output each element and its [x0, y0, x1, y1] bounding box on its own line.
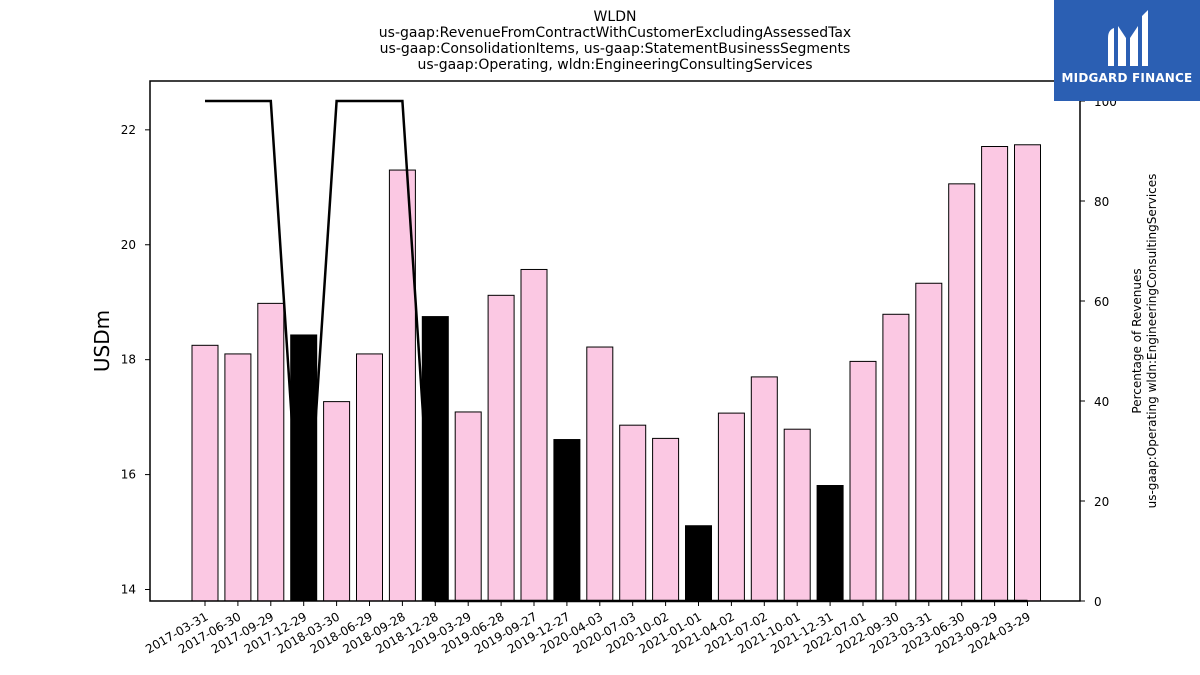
bar — [750, 376, 778, 602]
plot-border — [149, 80, 1081, 602]
y2-tick-label: 40 — [1094, 395, 1109, 409]
title-line: WLDN — [594, 9, 637, 25]
bar — [586, 346, 614, 602]
y2-axis-label: us-gaap:Operating wldn:EngineeringConsul… — [1145, 174, 1159, 509]
title-line: us-gaap:ConsolidationItems, us-gaap:Stat… — [380, 41, 851, 57]
bar — [257, 302, 285, 602]
y2-axis-label: Percentage of Revenues — [1130, 268, 1144, 413]
title-line: us-gaap:RevenueFromContractWithCustomerE… — [379, 25, 851, 41]
x-axis-ticks: 2017-03-312017-06-302017-09-292017-12-29… — [143, 601, 1033, 656]
bar — [1014, 144, 1041, 602]
y-tick-label: 14 — [121, 583, 136, 597]
bar — [685, 525, 712, 602]
bar — [356, 353, 383, 602]
y2-tick-label: 60 — [1094, 295, 1109, 309]
bar — [882, 313, 910, 602]
bar — [323, 401, 351, 602]
bar — [849, 360, 877, 602]
y2-tick-label: 0 — [1094, 595, 1102, 609]
bar — [717, 412, 745, 602]
plot-frame — [149, 80, 1081, 602]
bar — [191, 344, 219, 602]
logo-mark-icon — [1108, 10, 1148, 66]
y-tick-label: 20 — [121, 238, 136, 252]
bar — [948, 183, 976, 602]
y2-tick-label: 80 — [1094, 195, 1109, 209]
bar — [224, 353, 252, 602]
title-line: us-gaap:Operating, wldn:EngineeringConsu… — [417, 57, 812, 73]
y-tick-label: 22 — [121, 123, 136, 137]
bar — [981, 146, 1009, 602]
midgard-finance-logo: MIDGARD FINANCE — [1054, 0, 1200, 101]
logo-text: MIDGARD FINANCE — [1061, 71, 1193, 85]
y-tick-label: 16 — [121, 468, 136, 482]
bar — [783, 428, 811, 602]
bar — [487, 294, 515, 602]
y-axis-ticks: 14 16 18 20 22 — [121, 123, 150, 597]
bar — [915, 282, 943, 602]
bar — [652, 437, 680, 602]
bars-group — [191, 144, 1041, 602]
y2-tick-label: 20 — [1094, 495, 1109, 509]
bar — [816, 485, 844, 602]
bar — [454, 411, 482, 602]
y-axis-label: USDm — [90, 310, 114, 372]
bar — [520, 268, 548, 602]
chart-title: WLDN us-gaap:RevenueFromContractWithCust… — [379, 9, 851, 73]
bar — [553, 439, 581, 602]
y-tick-label: 18 — [121, 353, 136, 367]
bar — [619, 424, 647, 602]
